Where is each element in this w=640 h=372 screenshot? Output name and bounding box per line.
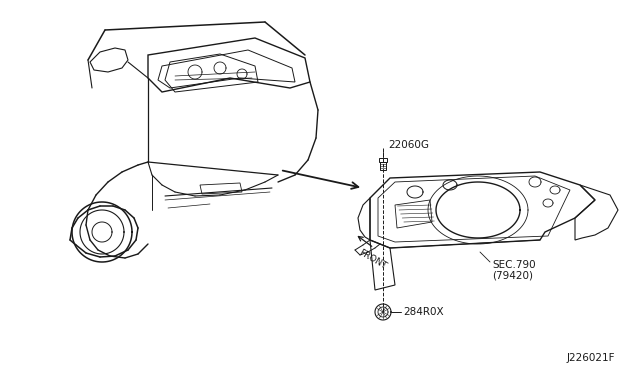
Text: SEC.790: SEC.790 xyxy=(492,260,536,270)
Text: (79420): (79420) xyxy=(492,270,533,280)
Text: 22060G: 22060G xyxy=(388,140,429,150)
Text: 284R0X: 284R0X xyxy=(403,307,444,317)
Text: FRONT: FRONT xyxy=(357,248,388,271)
Text: J226021F: J226021F xyxy=(566,353,615,363)
